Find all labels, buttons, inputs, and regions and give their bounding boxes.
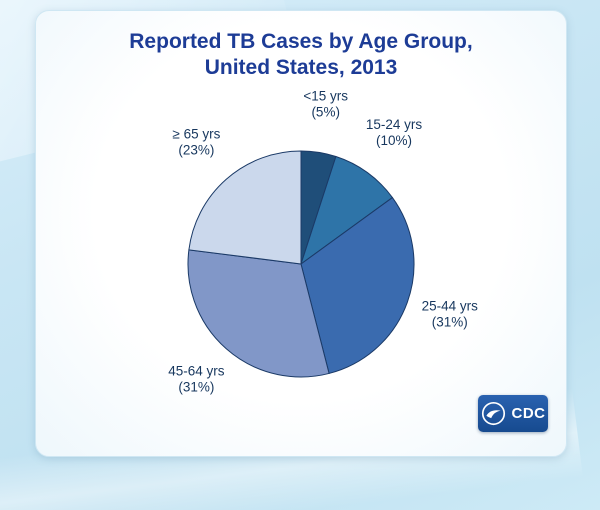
pie-slice-label: 45-64 yrs (31%): [168, 364, 225, 395]
cdc-logo: CDC: [478, 395, 548, 432]
pie-slice-label: 15-24 yrs (10%): [366, 117, 423, 148]
page-title-line2: United States, 2013: [204, 55, 398, 79]
pie-chart: <15 yrs (5%) 15-24 yrs (10%) 25-44 yrs (31%) 4…: [168, 89, 479, 395]
pie-slice-label: 25-44 yrs (31%): [422, 299, 479, 330]
cdc-logo-text: CDC: [511, 405, 546, 422]
pie-slice--65-yrs: [188, 150, 302, 265]
pie-slice-label: ≥ 65 yrs (23%): [172, 126, 220, 157]
page-title-line1: Reported TB Cases by Age Group,: [129, 30, 473, 53]
slide-card: Reported TB Cases by Age Group, United S…: [35, 10, 567, 457]
pie-slice-25-44-yrs: [300, 197, 415, 374]
hhs-eagle-icon: [481, 401, 505, 426]
pie-slice-15-24-yrs: [300, 156, 393, 265]
pie-slice-45-64-yrs: [187, 249, 330, 378]
pie-slice-label: <15 yrs (5%): [303, 89, 348, 120]
pie-chart-area: <15 yrs (5%) 15-24 yrs (10%) 25-44 yrs (31%) 4…: [36, 11, 566, 456]
page-title: Reported TB Cases by Age Group, United S…: [36, 29, 566, 80]
